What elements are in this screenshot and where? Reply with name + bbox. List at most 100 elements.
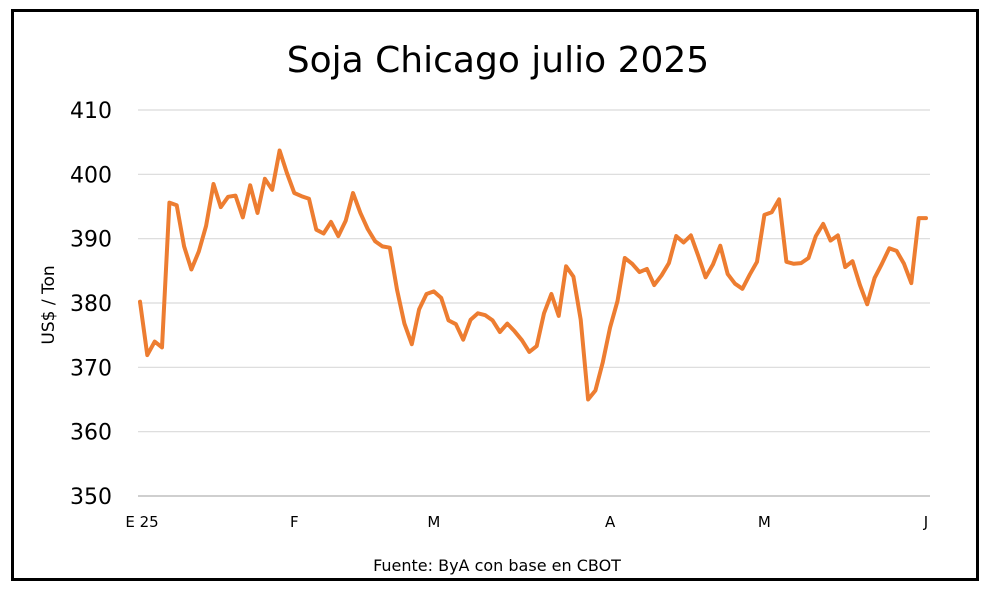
- y-tick-label: 400: [70, 163, 112, 188]
- data-point: [637, 270, 642, 274]
- data-point: [432, 289, 436, 294]
- data-point: [498, 330, 502, 334]
- data-point: [483, 313, 487, 317]
- data-point: [189, 267, 194, 272]
- data-point: [608, 325, 612, 330]
- y-axis-label: US$ / Ton: [39, 265, 59, 344]
- data-point: [674, 234, 678, 238]
- data-point: [718, 244, 722, 248]
- data-point: [755, 260, 759, 264]
- data-point: [850, 259, 855, 263]
- data-point: [865, 302, 869, 306]
- data-point: [630, 262, 634, 266]
- data-point: [454, 322, 458, 326]
- data-point: [792, 262, 796, 266]
- data-point: [814, 234, 818, 238]
- data-point: [777, 197, 781, 202]
- data-point: [366, 227, 370, 231]
- data-point: [549, 292, 553, 296]
- data-point: [505, 321, 509, 326]
- series-layer: [138, 148, 928, 402]
- data-point: [255, 211, 260, 215]
- data-point: [314, 228, 318, 232]
- data-point: [277, 148, 282, 153]
- x-tick-label: A: [605, 513, 616, 531]
- data-point: [762, 213, 766, 217]
- data-point: [300, 194, 304, 198]
- data-point: [322, 231, 326, 236]
- data-point: [571, 275, 576, 279]
- chart-title: Soja Chicago julio 2025: [287, 40, 709, 81]
- data-point: [828, 238, 833, 243]
- data-point: [895, 249, 899, 253]
- data-point: [468, 318, 473, 322]
- data-point: [601, 360, 605, 364]
- data-point: [880, 262, 884, 266]
- data-point: [446, 318, 451, 322]
- data-point: [248, 183, 252, 187]
- data-point: [270, 188, 274, 192]
- data-point: [843, 265, 847, 269]
- data-point: [586, 397, 590, 402]
- data-point: [821, 222, 825, 226]
- y-tick-label: 360: [70, 421, 112, 446]
- chart-frame: [11, 9, 979, 581]
- data-point: [211, 182, 216, 186]
- data-point: [924, 216, 928, 220]
- data-point: [167, 201, 171, 205]
- data-point: [329, 220, 333, 224]
- data-point: [285, 171, 289, 175]
- data-point: [520, 338, 524, 342]
- data-point: [557, 314, 561, 318]
- data-point: [241, 215, 245, 220]
- data-point: [917, 216, 921, 220]
- data-point: [476, 311, 480, 315]
- source-note: Fuente: ByA con base en CBOT: [373, 556, 621, 575]
- gridlines: [138, 109, 930, 497]
- data-point: [770, 210, 774, 214]
- data-point: [439, 296, 443, 300]
- data-point: [461, 338, 465, 342]
- y-tick-label: 350: [70, 485, 112, 510]
- data-point: [902, 262, 906, 266]
- data-point: [623, 256, 627, 260]
- data-point: [858, 283, 862, 287]
- data-point: [748, 273, 752, 277]
- data-point: [689, 233, 693, 238]
- x-tick-label: M: [758, 513, 771, 531]
- data-point: [579, 318, 583, 322]
- data-point: [175, 203, 179, 207]
- data-point: [740, 287, 744, 291]
- x-tick-label: E 25: [125, 513, 158, 531]
- data-point: [784, 260, 789, 264]
- data-point: [204, 224, 208, 228]
- data-point: [652, 283, 656, 287]
- y-tick-label: 410: [70, 99, 112, 124]
- data-point: [909, 281, 913, 285]
- y-tick-label: 380: [70, 292, 112, 317]
- data-point: [872, 276, 877, 280]
- data-point: [160, 345, 164, 349]
- data-point: [513, 329, 517, 333]
- data-point: [667, 261, 671, 265]
- y-tick-label: 390: [70, 228, 112, 253]
- data-point: [153, 340, 157, 344]
- data-point: [711, 262, 715, 266]
- data-point: [527, 350, 531, 354]
- data-point: [659, 273, 664, 277]
- data-point: [490, 318, 495, 322]
- data-point: [704, 275, 708, 279]
- data-point: [292, 191, 296, 195]
- data-point: [197, 249, 201, 254]
- data-point: [696, 254, 700, 258]
- data-point: [593, 388, 598, 393]
- y-tick-label: 370: [70, 356, 112, 381]
- data-point: [887, 246, 891, 250]
- data-point: [388, 246, 392, 250]
- data-point: [219, 205, 223, 209]
- data-point: [395, 288, 399, 292]
- data-point: [564, 264, 568, 268]
- data-point: [233, 193, 238, 198]
- data-point: [726, 272, 730, 276]
